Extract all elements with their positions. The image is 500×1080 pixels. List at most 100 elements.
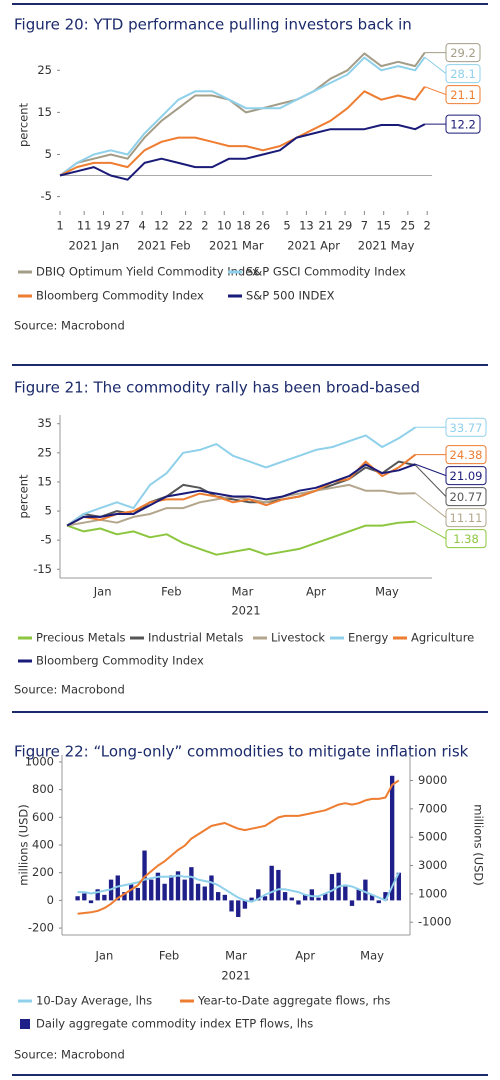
y-tick-label: 0: [47, 893, 54, 907]
y-tick-label: -5: [41, 533, 52, 547]
y-axis-label: percent: [17, 102, 31, 147]
legend-label: Industrial Metals: [148, 631, 243, 645]
bar: [376, 900, 381, 904]
bar: [75, 896, 80, 901]
x-tick-label: Mar: [232, 585, 254, 599]
leader-line: [424, 86, 447, 96]
x-tick-label: 2: [424, 219, 431, 233]
legend-label: Bloomberg Commodity Index: [36, 289, 204, 303]
y2-tick-label: 1000: [418, 886, 447, 900]
x-tick-label: 1: [56, 219, 63, 233]
line-series: [59, 52, 426, 177]
bar: [302, 894, 308, 901]
x-tick-label: Apr: [306, 585, 326, 599]
end-label: 29.2: [450, 46, 476, 60]
end-label: 1.38: [453, 532, 479, 546]
legend-label: Bloomberg Commodity Index: [36, 654, 204, 668]
y2-tick-label: 5000: [418, 830, 447, 844]
x-tick-label: Apr: [295, 949, 315, 963]
bar: [249, 897, 254, 901]
bar: [289, 897, 294, 901]
x-axis-label: 2021: [221, 969, 250, 983]
chart-title: Figure 22: “Long-only” commodities to mi…: [14, 743, 469, 761]
bar: [115, 875, 120, 901]
chart-title: Figure 21: The commodity rally has been …: [14, 379, 420, 397]
x-tick-label: 5: [283, 219, 290, 233]
bar: [222, 894, 228, 901]
x-tick-label: 15: [376, 219, 391, 233]
y2-tick-label: -1000: [418, 915, 451, 929]
bar: [296, 900, 301, 905]
bar: [149, 879, 154, 901]
x-group-label: 2021 Jan: [68, 239, 119, 253]
line-series: [66, 483, 416, 527]
y-tick-label: -15: [33, 562, 52, 576]
end-label: 21.09: [450, 469, 483, 483]
legend-label: Agriculture: [411, 631, 474, 645]
leader-line: [415, 464, 447, 497]
x-axis-label: 2021: [231, 604, 260, 618]
end-label: 24.38: [450, 448, 483, 462]
end-label: 33.77: [450, 421, 483, 435]
end-label-box: [445, 85, 481, 105]
y-tick-label: 5: [45, 504, 52, 518]
y-tick-label: 35: [37, 416, 52, 430]
bar: [155, 872, 161, 901]
x-tick-label: Jan: [93, 585, 112, 599]
line-series: [66, 460, 416, 527]
legend-label: Livestock: [271, 631, 325, 645]
x-tick-label: Feb: [161, 585, 181, 599]
bar: [276, 869, 281, 901]
x-group-label: 2021 Apr: [287, 239, 340, 253]
y-tick-label: 25: [37, 63, 52, 77]
bar: [349, 900, 355, 906]
y-tick-label: 400: [32, 838, 54, 852]
chart-title: Figure 20: YTD performance pulling inves…: [14, 16, 412, 34]
bar: [195, 883, 201, 901]
end-label: 28.1: [450, 67, 476, 81]
x-tick-label: Jan: [95, 949, 114, 963]
bar: [95, 889, 100, 901]
x-tick-label: 25: [401, 219, 416, 233]
x-tick-label: 19: [96, 219, 111, 233]
x-tick-label: 29: [338, 219, 353, 233]
x-tick-label: 18: [236, 219, 251, 233]
source: Source: Macrobond: [14, 683, 125, 697]
x-tick-label: 12: [154, 219, 169, 233]
x-tick-label: May: [375, 585, 399, 599]
bar: [316, 897, 321, 901]
end-label-box: [445, 508, 487, 528]
y-axis-label: percent: [17, 474, 31, 519]
bar: [169, 875, 174, 901]
bar: [262, 896, 268, 901]
bar: [122, 892, 127, 901]
x-group-label: 2021 May: [358, 239, 415, 253]
y2-tick-label: 7000: [418, 801, 447, 815]
bar: [182, 879, 187, 901]
bar: [269, 865, 274, 901]
y2-axis-label: millions (USD): [472, 804, 486, 886]
leader-line: [415, 492, 447, 519]
x-tick-label: 7: [361, 219, 368, 233]
bar: [369, 894, 375, 901]
line-series: [66, 520, 416, 556]
y-tick-label: 15: [37, 474, 52, 488]
bar: [88, 900, 94, 904]
bar: [236, 900, 241, 917]
y-tick-label: 5: [45, 147, 52, 161]
bar: [209, 875, 214, 901]
x-tick-label: 13: [299, 219, 314, 233]
bar: [175, 871, 181, 901]
end-label-box: [445, 43, 481, 63]
legend-label: Precious Metals: [36, 631, 126, 645]
x-tick-label: 2: [201, 219, 208, 233]
x-tick-label: 21: [318, 219, 333, 233]
bar: [229, 900, 234, 912]
bar: [135, 887, 141, 901]
end-label: 20.77: [450, 490, 483, 504]
legend-label: Energy: [348, 631, 388, 645]
line-series: [59, 123, 426, 181]
bar: [128, 883, 134, 901]
bar: [242, 900, 248, 909]
